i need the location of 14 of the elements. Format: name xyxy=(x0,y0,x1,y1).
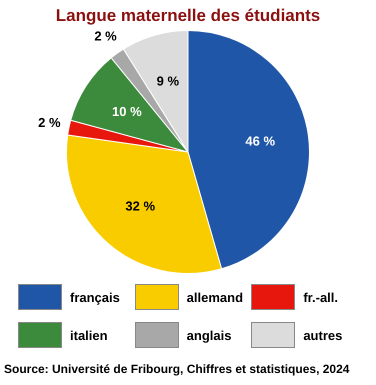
data-label: 10 % xyxy=(112,104,142,119)
chart-title: Langue maternelle des étudiants xyxy=(54,6,322,26)
legend-label: autres xyxy=(303,328,342,342)
legend-label: fr.-all. xyxy=(303,290,338,304)
data-label: 2 % xyxy=(38,115,62,130)
data-label: 46 % xyxy=(245,133,276,148)
data-label: 32 % xyxy=(125,198,156,214)
legend-label: français xyxy=(70,290,120,304)
data-label: 9 % xyxy=(156,74,180,89)
legend-label: italien xyxy=(70,328,108,342)
legend-label: anglais xyxy=(186,328,232,342)
source-note: Source: Université de Fribourg, Chiffres et statistiques, 2024 xyxy=(4,362,350,376)
legend-label: allemand xyxy=(186,290,244,304)
data-label: 2 % xyxy=(94,28,118,44)
